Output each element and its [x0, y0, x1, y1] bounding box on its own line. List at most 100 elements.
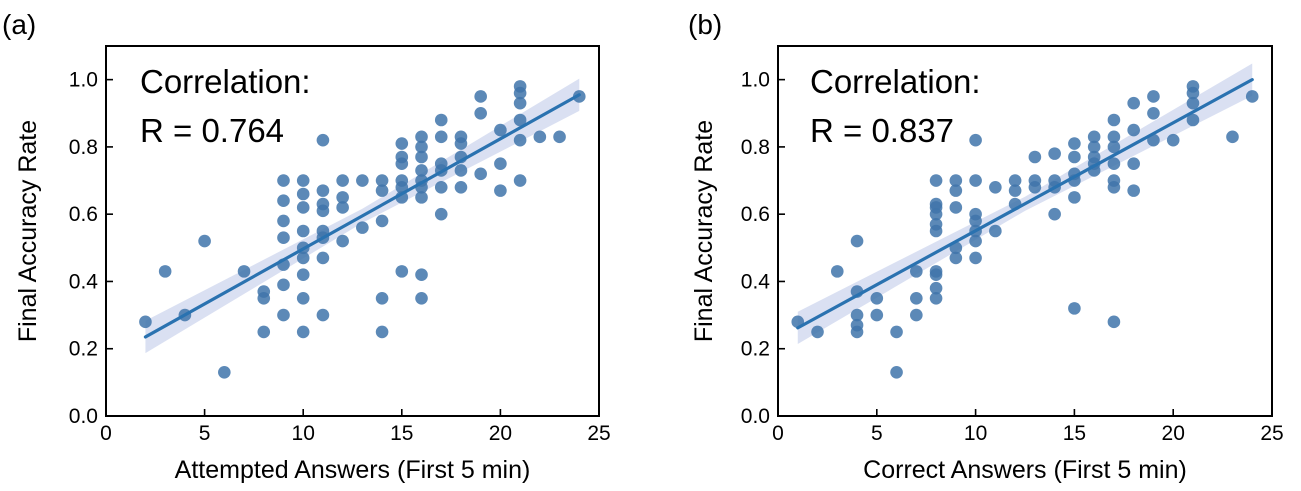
data-point-a-44 [395, 265, 409, 278]
regression-line-a [143, 93, 581, 339]
data-point-a-77 [513, 174, 527, 187]
x-tick-label-a-4: 20 [489, 422, 512, 445]
data-point-a-26 [316, 251, 330, 265]
y-tick-label-b-1: 0.2 [741, 338, 770, 361]
chart-panel-b: (b) 0 5 10 15 20 25 0.0 0.2 0.4 0.6 0.8 1.0 Correla… [688, 9, 1284, 484]
data-point-b-23 [929, 197, 943, 211]
data-point-a-72 [474, 106, 487, 120]
data-point-a-19 [296, 251, 310, 265]
data-point-b-53 [1068, 150, 1081, 164]
data-point-a-47 [395, 174, 409, 187]
data-point-b-48 [1048, 147, 1061, 160]
data-point-a-58 [415, 140, 428, 154]
data-point-a-78 [513, 133, 527, 147]
data-point-a-43 [375, 174, 389, 187]
correlation-value-a: R = 0.764 [140, 112, 284, 149]
data-point-b-54 [1068, 137, 1081, 150]
data-point-a-60 [434, 207, 448, 221]
data-point-b-75 [1186, 113, 1200, 127]
data-point-b-59 [1087, 130, 1101, 144]
data-point-b-27 [949, 201, 963, 214]
data-point-a-64 [434, 130, 448, 144]
data-point-b-65 [1107, 130, 1121, 144]
data-point-b-31 [969, 234, 982, 248]
data-point-a-31 [316, 184, 330, 197]
data-point-a-33 [336, 234, 349, 248]
data-point-a-17 [296, 291, 310, 305]
data-point-a-21 [296, 224, 310, 238]
data-point-a-61 [434, 180, 448, 194]
data-point-b-44 [1028, 150, 1042, 164]
x-tick-label-a-2: 10 [292, 422, 315, 445]
data-point-b-68 [1127, 157, 1140, 171]
data-point-b-34 [969, 207, 982, 221]
data-point-a-28 [316, 224, 330, 238]
data-point-b-18 [929, 265, 943, 278]
data-point-a-63 [434, 157, 448, 171]
regression-line-b [796, 78, 1254, 330]
y-axis-title-a: Final Accuracy Rate [14, 120, 42, 342]
data-point-b-79 [1226, 130, 1239, 144]
data-point-a-70 [454, 130, 468, 144]
data-point-a-34 [336, 201, 349, 214]
x-axis-title-b: Correct Answers (First 5 min) [863, 456, 1187, 484]
data-point-a-10 [277, 278, 290, 292]
data-point-a-57 [415, 150, 428, 164]
data-point-b-29 [949, 174, 963, 187]
chart-panel-a: (a) 0 5 10 15 20 25 0.0 0.2 0.4 0.6 0.8 1.0 Correla… [2, 9, 611, 484]
y-tick-label-b-5: 1.0 [741, 69, 770, 92]
data-point-b-43 [1028, 174, 1042, 187]
data-point-a-50 [395, 137, 409, 150]
regression-line-path-a [143, 93, 581, 339]
data-point-a-38 [356, 174, 369, 187]
data-point-a-74 [494, 184, 507, 197]
data-point-b-58 [1087, 140, 1101, 154]
data-point-a-22 [296, 201, 310, 214]
data-point-a-8 [257, 285, 271, 298]
data-point-b-49 [1068, 302, 1081, 315]
data-point-b-80 [1245, 90, 1259, 103]
data-point-b-70 [1127, 96, 1140, 110]
data-point-b-5 [850, 308, 864, 322]
correlation-label-b: Correlation: [810, 63, 981, 100]
data-point-a-36 [336, 174, 349, 187]
data-point-a-80 [513, 96, 527, 110]
data-point-a-30 [316, 197, 330, 211]
y-tick-label-b-4: 0.8 [741, 136, 770, 159]
data-point-b-14 [910, 265, 923, 278]
data-point-a-5 [237, 265, 251, 278]
data-point-a-79 [513, 113, 527, 127]
data-point-b-74 [1166, 133, 1180, 147]
data-point-b-9 [870, 291, 884, 305]
x-tick-label-b-4: 20 [1162, 422, 1185, 445]
data-point-b-78 [1186, 80, 1200, 93]
data-point-b-16 [929, 281, 943, 295]
y-tick-label-b-3: 0.6 [741, 203, 770, 226]
y-axis-title-b: Final Accuracy Rate [690, 120, 718, 342]
data-point-b-38 [989, 180, 1002, 194]
data-point-b-50 [1068, 191, 1081, 204]
data-point-a-35 [336, 191, 349, 204]
data-point-b-8 [870, 308, 884, 322]
panel-label-b: (b) [688, 9, 722, 40]
y-tick-label-a-5: 1.0 [69, 69, 98, 92]
data-point-b-10 [890, 365, 903, 379]
data-point-b-24 [929, 174, 943, 187]
data-point-b-15 [929, 291, 943, 305]
data-point-b-2 [830, 265, 844, 278]
data-point-a-40 [375, 291, 389, 305]
data-point-b-1 [811, 325, 824, 339]
data-point-a-4 [218, 365, 231, 379]
data-point-a-56 [415, 164, 428, 177]
scatter-points-b [791, 80, 1259, 379]
y-tick-label-b-2: 0.4 [741, 270, 771, 293]
data-point-a-83 [533, 130, 547, 144]
data-point-b-35 [969, 174, 982, 187]
data-point-a-6 [257, 325, 271, 339]
data-point-a-9 [277, 308, 290, 322]
data-point-a-52 [415, 268, 428, 282]
plot-frame-a [105, 45, 600, 417]
data-point-b-45 [1048, 207, 1061, 221]
correlation-value-b: R = 0.837 [810, 112, 954, 149]
x-tick-label-b-0: 0 [772, 422, 784, 445]
